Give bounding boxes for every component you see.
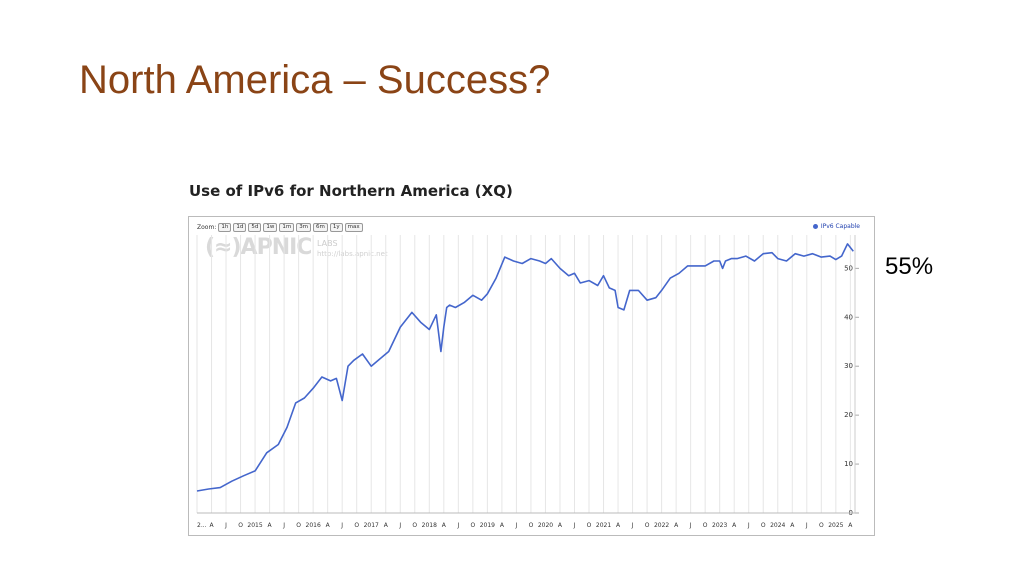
x-tick-label: 2022 bbox=[654, 522, 669, 529]
x-tick-label: O bbox=[819, 522, 824, 529]
url-watermark: http://labs.apnic.net bbox=[317, 250, 388, 258]
chart-title: Use of IPv6 for Northern America (XQ) bbox=[189, 182, 513, 200]
x-tick-label: O bbox=[238, 522, 243, 529]
x-tick-label: J bbox=[398, 522, 401, 529]
x-tick-label: 2021 bbox=[596, 522, 611, 529]
x-tick-label: J bbox=[573, 522, 576, 529]
y-tick-label: 30 bbox=[844, 362, 853, 370]
percentage-callout: 55% bbox=[885, 253, 934, 280]
y-tick-label: 50 bbox=[844, 264, 853, 272]
x-tick-label: O bbox=[761, 522, 766, 529]
zoom-button-1h[interactable]: 1h bbox=[218, 223, 232, 232]
x-tick-label: O bbox=[354, 522, 359, 529]
x-tick-label: A bbox=[326, 522, 331, 529]
x-tick-label: O bbox=[645, 522, 650, 529]
x-tick-label: A bbox=[442, 522, 447, 529]
x-tick-label: A bbox=[209, 522, 214, 529]
zoom-button-5d[interactable]: 5d bbox=[248, 223, 262, 232]
x-tick-label: J bbox=[340, 522, 343, 529]
x-tick-label: J bbox=[631, 522, 634, 529]
x-tick-label: 2018 bbox=[422, 522, 437, 529]
legend-label: IPv6 Capable bbox=[820, 223, 860, 230]
x-tick-label: A bbox=[558, 522, 563, 529]
x-tick-label: O bbox=[529, 522, 534, 529]
x-tick-label: A bbox=[500, 522, 505, 529]
x-tick-label: J bbox=[224, 522, 227, 529]
y-tick-label: 20 bbox=[844, 411, 853, 419]
x-tick-label: 2023 bbox=[712, 522, 727, 529]
x-tick-label: 2025 bbox=[828, 522, 843, 529]
x-tick-label: O bbox=[587, 522, 592, 529]
x-tick-label: A bbox=[384, 522, 389, 529]
x-tick-label: J bbox=[515, 522, 518, 529]
y-tick-label: 10 bbox=[844, 460, 853, 468]
x-tick-label: A bbox=[848, 522, 853, 529]
x-tick-label: A bbox=[732, 522, 737, 529]
x-tick-label: J bbox=[282, 522, 285, 529]
legend-marker bbox=[812, 224, 818, 229]
x-tick-label: A bbox=[674, 522, 679, 529]
slide-title: North America – Success? bbox=[79, 58, 551, 102]
x-tick-label: J bbox=[456, 522, 459, 529]
zoom-button-1m[interactable]: 1m bbox=[279, 223, 295, 232]
x-tick-label: J bbox=[747, 522, 750, 529]
chart-legend[interactable]: IPv6 Capable bbox=[812, 223, 860, 230]
x-tick-label: 2016 bbox=[306, 522, 321, 529]
zoom-button-1d[interactable]: 1d bbox=[233, 223, 247, 232]
x-tick-label: 2019 bbox=[480, 522, 495, 529]
x-tick-label: 2... bbox=[197, 522, 207, 529]
zoom-label: Zoom: bbox=[197, 224, 217, 231]
x-tick-label: A bbox=[790, 522, 795, 529]
x-tick-label: 2020 bbox=[538, 522, 553, 529]
x-tick-label: 2015 bbox=[247, 522, 262, 529]
x-tick-label: J bbox=[689, 522, 692, 529]
y-tick-label: 40 bbox=[844, 313, 853, 321]
zoom-button-6m[interactable]: 6m bbox=[313, 223, 328, 232]
series-line-ipv6-capable bbox=[196, 243, 854, 492]
x-tick-label: O bbox=[412, 522, 417, 529]
x-tick-label: J bbox=[805, 522, 808, 529]
apnic-logo-watermark: (≈)APNIC bbox=[205, 235, 312, 260]
x-tick-label: A bbox=[616, 522, 621, 529]
x-tick-label: O bbox=[296, 522, 301, 529]
x-tick-label: A bbox=[268, 522, 273, 529]
zoom-button-3m[interactable]: 3m bbox=[296, 223, 312, 232]
zoom-toolbar: Zoom: 1h 1d 5d 1w 1m 3m 6m 1y max bbox=[197, 223, 363, 232]
zoom-button-1y[interactable]: 1y bbox=[329, 223, 343, 232]
x-tick-label: O bbox=[703, 522, 708, 529]
zoom-button-1w[interactable]: 1w bbox=[263, 223, 278, 232]
chart-frame: (≈)APNIC LABS http://labs.apnic.net Zoom… bbox=[188, 216, 875, 536]
zoom-button-max[interactable]: max bbox=[344, 223, 363, 232]
ipv6-line-chart: 2... A J O 2015 A J O 2016 A J O 2017 A J O 2018 A J O 2019 A… bbox=[196, 235, 859, 529]
x-tick-label: 2024 bbox=[770, 522, 785, 529]
x-tick-label: 2017 bbox=[364, 522, 379, 529]
x-tick-label: O bbox=[470, 522, 475, 529]
